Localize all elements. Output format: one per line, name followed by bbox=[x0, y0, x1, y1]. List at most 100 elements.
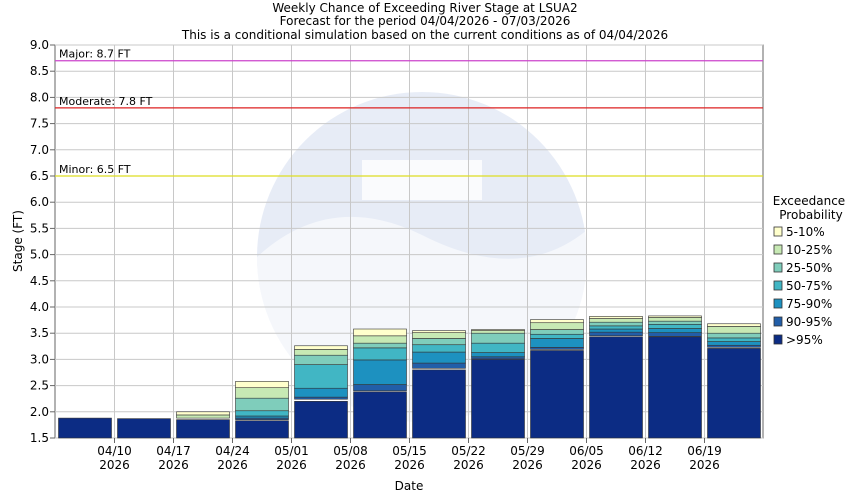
bar-segment-10-25 bbox=[648, 317, 702, 322]
x-tick-year: 2026 bbox=[571, 458, 602, 472]
legend-label: 90-95% bbox=[786, 315, 832, 329]
y-tick-label: 2.5 bbox=[30, 379, 49, 393]
x-tick-label: 05/29 bbox=[510, 444, 545, 458]
x-tick-year: 2026 bbox=[158, 458, 189, 472]
x-tick-year: 2026 bbox=[512, 458, 543, 472]
legend-label: 25-50% bbox=[786, 261, 832, 275]
y-tick-label: 9.0 bbox=[30, 38, 49, 52]
bar-segment-gt95 bbox=[412, 369, 466, 439]
flood-thresholds: Major: 8.7 FT Moderate: 7.8 FT Minor: 6.5 … bbox=[55, 48, 763, 177]
bar-segment-90-95 bbox=[412, 362, 466, 369]
bar-segment-10-25 bbox=[353, 335, 407, 344]
bar-segment-gt95 bbox=[58, 417, 112, 439]
legend-swatch bbox=[773, 226, 783, 237]
legend-label: 75-90% bbox=[786, 297, 832, 311]
y-tick-label: 3.5 bbox=[30, 326, 49, 340]
legend: Exceedance Probability 5-10% 10-25% 25-50%… bbox=[773, 194, 845, 347]
bar-segment-50-75 bbox=[530, 333, 584, 339]
x-tick-year: 2026 bbox=[630, 458, 661, 472]
x-tick-label: 06/12 bbox=[628, 444, 663, 458]
legend-title-line-2: Probability bbox=[779, 208, 842, 222]
bars bbox=[58, 315, 761, 439]
bar-segment-10-25 bbox=[294, 349, 348, 356]
bar-segment-5-10 bbox=[471, 329, 525, 331]
bar-segment-gt95 bbox=[648, 336, 702, 439]
x-tick-year: 2026 bbox=[217, 458, 248, 472]
bar-segment-50-75 bbox=[589, 325, 643, 330]
bar-segment-75-90 bbox=[294, 387, 348, 398]
bar-segment-50-75 bbox=[707, 337, 761, 342]
bar-segment-75-90 bbox=[353, 359, 407, 385]
x-tick-label: 05/08 bbox=[333, 444, 368, 458]
bar-segment-50-75 bbox=[353, 347, 407, 361]
bar-segment-25-50 bbox=[589, 321, 643, 327]
bar-segment-10-25 bbox=[176, 414, 230, 419]
chart-title: Weekly Chance of Exceeding River Stage a… bbox=[272, 1, 577, 15]
bar-segment-5-10 bbox=[589, 316, 643, 319]
bar-segment-90-95 bbox=[707, 344, 761, 348]
x-tick-label: 05/22 bbox=[451, 444, 486, 458]
legend-label: >95% bbox=[786, 333, 823, 347]
chart-title-block: Weekly Chance of Exceeding River Stage a… bbox=[181, 1, 668, 42]
bar-segment-5-10 bbox=[235, 381, 289, 388]
y-tick-label: 6.5 bbox=[30, 169, 49, 183]
legend-swatch bbox=[773, 280, 783, 291]
y-tick-label: 8.0 bbox=[30, 90, 49, 104]
bar-segment-25-50 bbox=[530, 329, 584, 335]
bar-segment-25-50 bbox=[707, 332, 761, 339]
bar-segment-75-90 bbox=[648, 328, 702, 333]
bar-segment-75-90 bbox=[589, 328, 643, 333]
y-tick-label: 4.5 bbox=[30, 274, 49, 288]
bar-segment-10-25 bbox=[707, 326, 761, 334]
bar-segment-25-50 bbox=[648, 320, 702, 325]
bar-segment-90-95 bbox=[471, 356, 525, 360]
bar-segment-50-75 bbox=[235, 410, 289, 417]
bar-segment-gt95 bbox=[176, 419, 230, 439]
y-tick-label: 1.5 bbox=[30, 431, 49, 445]
x-tick-year: 2026 bbox=[394, 458, 425, 472]
bar-segment-90-95 bbox=[530, 347, 584, 350]
bar-segment-90-95 bbox=[648, 332, 702, 337]
y-tick-label: 8.5 bbox=[30, 64, 49, 78]
bar-segment-75-90 bbox=[707, 341, 761, 346]
x-tick-label: 04/24 bbox=[215, 444, 250, 458]
bar-segment-75-90 bbox=[235, 415, 289, 419]
bar-segment-25-50 bbox=[471, 332, 525, 344]
bar-segment-5-10 bbox=[648, 315, 702, 318]
bar-segment-gt95 bbox=[117, 418, 171, 439]
bar-segment-5-10 bbox=[176, 411, 230, 416]
bar-segment-10-25 bbox=[589, 318, 643, 323]
legend-swatch bbox=[773, 316, 783, 327]
legend-swatch bbox=[773, 298, 783, 309]
legend-swatch bbox=[773, 244, 783, 255]
y-tick-label: 4.0 bbox=[30, 300, 49, 314]
x-axis-title: Date bbox=[395, 479, 424, 493]
bar-segment-50-75 bbox=[471, 342, 525, 353]
bar-segment-25-50 bbox=[412, 338, 466, 346]
y-tick-label: 7.0 bbox=[30, 143, 49, 157]
bar-segment-gt95 bbox=[353, 391, 407, 439]
x-tick-year: 2026 bbox=[99, 458, 130, 472]
y-tick-label: 2.0 bbox=[30, 405, 49, 419]
bar-segment-90-95 bbox=[294, 396, 348, 400]
bar-segment-5-10 bbox=[530, 319, 584, 324]
bar-segment-10-25 bbox=[530, 322, 584, 330]
x-gridlines bbox=[114, 45, 705, 438]
legend-swatch bbox=[773, 334, 783, 345]
y-tick-label: 7.5 bbox=[30, 117, 49, 131]
bar-segment-gt95 bbox=[530, 350, 584, 439]
bar-segment-75-90 bbox=[471, 352, 525, 358]
x-axis-ticks: 04/10202604/17202604/24202605/01202605/0… bbox=[97, 438, 722, 472]
x-tick-label: 05/15 bbox=[392, 444, 427, 458]
bar-segment-50-75 bbox=[412, 344, 466, 353]
y-axis-title: Stage (FT) bbox=[11, 210, 25, 272]
legend-title-line-1: Exceedance bbox=[773, 194, 845, 208]
threshold-label: Moderate: 7.8 FT bbox=[59, 95, 153, 108]
legend-label: 50-75% bbox=[786, 279, 832, 293]
bar-segment-25-50 bbox=[235, 397, 289, 412]
bar-segment-5-10 bbox=[707, 323, 761, 327]
bar-segment-gt95 bbox=[471, 359, 525, 439]
bar-segment-50-75 bbox=[648, 323, 702, 329]
threshold-label: Minor: 6.5 FT bbox=[59, 163, 131, 176]
